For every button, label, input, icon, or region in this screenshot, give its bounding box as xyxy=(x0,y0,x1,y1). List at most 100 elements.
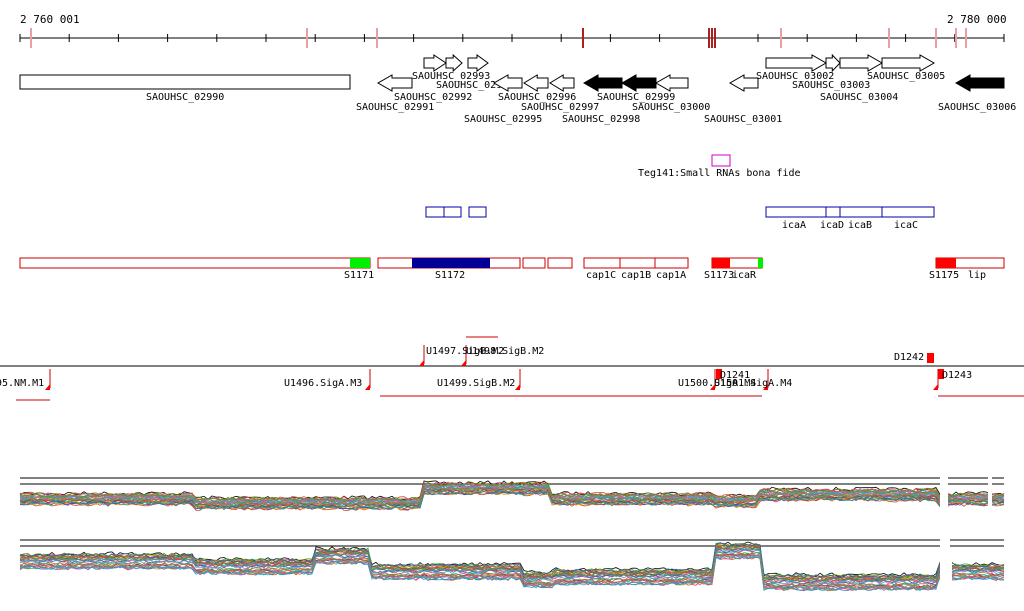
ruler-start-label: 2 760 001 xyxy=(20,13,80,26)
gene-arrow xyxy=(467,54,489,72)
gene-saouhsc_03003[interactable]: SAOUHSC_03003 xyxy=(792,53,870,91)
profile-series-line xyxy=(19,488,1005,508)
segment-marker xyxy=(938,369,944,379)
profile-series-line xyxy=(19,486,1005,506)
gene-saouhsc_03005[interactable]: SAOUHSC_03005 xyxy=(867,54,945,82)
gene-arrow xyxy=(728,74,759,92)
ruler-feature-mark xyxy=(965,28,967,48)
gene-label: SAOUHSC_03001 xyxy=(704,114,782,125)
gene-arrow xyxy=(423,54,447,72)
segment-label: U1496.SigA.M3 xyxy=(284,378,362,389)
gene-saouhsc_03002[interactable]: SAOUHSC_03002 xyxy=(756,54,834,82)
segment-boundary-marker xyxy=(933,384,938,390)
gene-arrow xyxy=(620,74,657,92)
operon-label: icaB xyxy=(848,220,872,231)
profile-gap xyxy=(940,538,950,596)
gene-arrow xyxy=(839,54,884,72)
ruler-feature-mark xyxy=(708,28,710,48)
gene-saouhsc_02997[interactable]: SAOUHSC_02997 xyxy=(521,74,599,113)
gene-arrow xyxy=(523,74,549,92)
ruler-feature-mark xyxy=(935,28,937,48)
ruler-feature-mark xyxy=(888,28,890,48)
operon-feature-icad[interactable] xyxy=(825,206,841,218)
operon-feature-icac[interactable] xyxy=(881,206,935,218)
segment-boundary-marker xyxy=(365,384,370,390)
small-rna-label: Teg141:Small RNAs bona fide xyxy=(638,168,801,179)
segment-label: D1241 xyxy=(720,370,750,381)
ruler-feature-mark xyxy=(714,28,716,48)
gene-label: SAOUHSC_03005 xyxy=(867,71,945,82)
gene-saouhsc_02994[interactable]: SAOUHSC_02994 xyxy=(436,54,514,91)
profile-series-line xyxy=(19,542,1005,579)
small-rna-feature[interactable] xyxy=(711,154,731,167)
operon-label: icaC xyxy=(894,220,918,231)
gene-saouhsc_03004[interactable]: SAOUHSC_03004 xyxy=(820,54,898,103)
gene-saouhsc_03001[interactable]: SAOUHSC_03001 xyxy=(704,74,782,125)
annotation-highlight xyxy=(712,258,730,268)
gene-saouhsc_02998[interactable]: SAOUHSC_02998 xyxy=(562,74,640,125)
segment-boundary-marker xyxy=(419,360,424,366)
annotation-label: S1175 xyxy=(929,270,959,281)
profile-series-line xyxy=(19,547,1005,583)
transcription-segment-track: 95.NM.M1 U1496.SigA.M3 U1497.SigB.M2U1498.… xyxy=(0,336,1024,401)
segment-boundary-marker xyxy=(710,384,715,390)
gene-label: SAOUHSC_03006 xyxy=(938,102,1016,113)
segment-boundary-marker xyxy=(45,384,50,390)
gene-saouhsc_02999[interactable]: SAOUHSC_02999 xyxy=(597,74,675,103)
gene-saouhsc_02995[interactable]: SAOUHSC_02995 xyxy=(464,74,542,125)
gene-saouhsc_02993[interactable]: SAOUHSC_02993 xyxy=(412,53,490,82)
gene-saouhsc_03000[interactable]: SAOUHSC_03000 xyxy=(632,74,710,113)
profile-gap xyxy=(940,476,948,524)
gene-label: SAOUHSC_03003 xyxy=(792,80,870,91)
annotation-label: icaR xyxy=(732,270,757,281)
gene-label: SAOUHSC_02995 xyxy=(464,114,542,125)
coordinate-ruler: 2 760 001 2 780 000 xyxy=(19,13,1007,48)
gene-saouhsc_02996[interactable]: SAOUHSC_02996 xyxy=(498,74,576,103)
annotation-feature[interactable] xyxy=(547,257,573,269)
segment-label: U1497.SigB.M2 xyxy=(426,346,504,357)
expression-profile-bottom xyxy=(19,538,1005,596)
gene-label: SAOUHSC_02997 xyxy=(521,102,599,113)
segment-marker xyxy=(927,353,934,363)
gene-label: SAOUHSC_02998 xyxy=(562,114,640,125)
annotation-label: lip xyxy=(968,270,986,281)
operon-feature[interactable] xyxy=(443,206,462,218)
annotation-label: cap1A xyxy=(656,270,686,281)
ruler-feature-marks xyxy=(30,28,967,48)
annotation-label: cap1C xyxy=(586,270,616,281)
gene-saouhsc_02990[interactable]: SAOUHSC_02990 xyxy=(19,74,351,103)
expression-profile-top xyxy=(19,476,1005,524)
annotation-feature[interactable] xyxy=(522,257,546,269)
operon-feature-icab[interactable] xyxy=(839,206,883,218)
ruler-feature-mark xyxy=(30,28,32,48)
gene-shape xyxy=(19,74,351,90)
annotation-highlight xyxy=(350,258,370,268)
gene-label: SAOUHSC_03004 xyxy=(820,92,898,103)
gene-saouhsc_02992[interactable]: SAOUHSC_02992 xyxy=(394,54,472,103)
gene-label: SAOUHSC_02990 xyxy=(146,92,224,103)
gene-label: SAOUHSC_02991 xyxy=(356,102,434,113)
annotation-feature[interactable] xyxy=(19,257,371,269)
annotation-feature[interactable] xyxy=(583,257,621,269)
segment-marker xyxy=(716,369,722,379)
segment-label: U1499.SigB.M2 xyxy=(437,378,515,389)
annotation-feature[interactable] xyxy=(619,257,656,269)
operon-feature[interactable] xyxy=(468,206,487,218)
segment-label: U1498.SigB.M2 xyxy=(466,346,544,357)
operon-feature-icaa[interactable] xyxy=(765,206,827,218)
operon-label: icaD xyxy=(820,220,844,231)
ruler-ticks xyxy=(19,34,1005,42)
profile-series-line xyxy=(19,555,1004,591)
gene-saouhsc_02991[interactable]: SAOUHSC_02991 xyxy=(356,74,434,113)
annotation-feature[interactable] xyxy=(654,257,689,269)
operon-feature[interactable] xyxy=(425,206,445,218)
ruler-end-label: 2 780 000 xyxy=(947,13,1007,26)
annotation-label: S1173 xyxy=(704,270,734,281)
gene-arrow xyxy=(445,53,463,73)
gene-label: SAOUHSC_02996 xyxy=(498,92,576,103)
gene-saouhsc_03006[interactable]: SAOUHSC_03006 xyxy=(938,74,1016,113)
annotation-highlight xyxy=(412,258,490,268)
profile-series-line xyxy=(19,481,1005,502)
gene-label: SAOUHSC_02999 xyxy=(597,92,675,103)
